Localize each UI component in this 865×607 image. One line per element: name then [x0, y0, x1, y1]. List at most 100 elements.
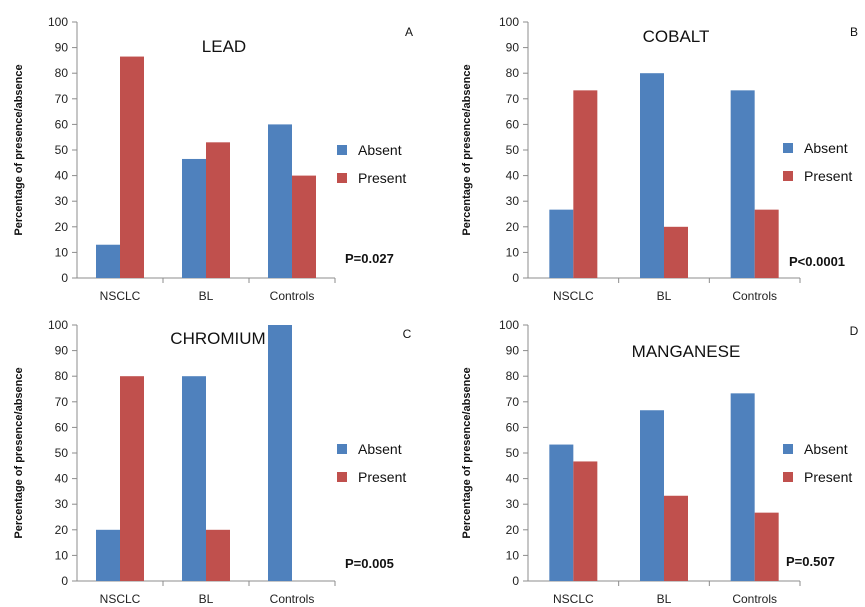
- y-tick-label: 60: [55, 117, 69, 131]
- y-tick-label: 70: [55, 395, 69, 409]
- bar-present: [754, 209, 779, 278]
- y-tick-label: 40: [55, 472, 69, 486]
- bar-present: [206, 529, 230, 581]
- p-value: P=0.005: [345, 556, 394, 571]
- chart-panel-d: 0 10 20 30 40 50 60 70 80 90 100 NSCLC BL Controls Per…: [461, 318, 859, 606]
- legend-label: Present: [358, 469, 406, 485]
- y-tick-label: 80: [55, 369, 69, 383]
- p-value: P=0.027: [345, 251, 394, 266]
- category-label: NSCLC: [100, 289, 141, 303]
- y-axis-label: Percentage of presence/absence: [461, 367, 473, 538]
- y-axis-label: Percentage of presence/absence: [13, 64, 25, 235]
- panel-letter: B: [850, 25, 858, 39]
- bar-present: [573, 90, 598, 279]
- bar-absent: [182, 376, 206, 581]
- bar-absent: [549, 444, 574, 581]
- chart-panel-b: 0 10 20 30 40 50 60 70 80 90 100 NSCLC BL Controls Per…: [461, 15, 858, 303]
- bar-present: [664, 495, 688, 581]
- y-tick-label: 40: [506, 472, 520, 486]
- y-tick-label: 90: [506, 344, 520, 358]
- y-axis-label: Percentage of presence/absence: [461, 64, 473, 235]
- legend-label: Present: [804, 168, 852, 184]
- y-tick-label: 30: [55, 194, 69, 208]
- y-tick-label: 40: [506, 169, 520, 183]
- y-tick-label: 50: [55, 143, 69, 157]
- bar-absent: [730, 393, 755, 581]
- category-label: Controls: [270, 592, 315, 606]
- legend: Absent Present: [337, 441, 406, 485]
- bar-absent: [730, 90, 755, 279]
- legend-swatch-present: [337, 173, 347, 183]
- bar-present: [664, 226, 688, 278]
- bar-absent: [640, 73, 664, 278]
- y-tick-label: 50: [506, 446, 520, 460]
- legend-label: Absent: [358, 441, 402, 457]
- y-tick-label: 20: [506, 220, 520, 234]
- legend-swatch-absent: [783, 143, 793, 153]
- y-tick-label: 40: [55, 169, 69, 183]
- bar-present: [206, 142, 230, 278]
- y-tick-label: 100: [499, 15, 519, 29]
- category-label: NSCLC: [100, 592, 141, 606]
- y-tick-label: 90: [55, 41, 69, 55]
- y-axis-label: Percentage of presence/absence: [13, 367, 25, 538]
- chart-title: LEAD: [202, 37, 246, 56]
- legend-swatch-absent: [783, 444, 793, 454]
- y-tick-label: 100: [48, 15, 68, 29]
- y-tick-label: 80: [55, 66, 69, 80]
- y-tick-label: 100: [499, 318, 519, 332]
- legend-label: Absent: [804, 441, 848, 457]
- bar-present: [292, 175, 316, 278]
- category-label: Controls: [270, 289, 315, 303]
- y-tick-label: 80: [506, 369, 520, 383]
- category-label: NSCLC: [553, 592, 594, 606]
- p-value: P<0.0001: [789, 254, 845, 269]
- y-tick-label: 10: [506, 245, 520, 259]
- legend-swatch-present: [337, 472, 347, 482]
- panel-letter: C: [403, 327, 412, 341]
- category-label: Controls: [732, 592, 777, 606]
- bar-absent: [640, 410, 664, 581]
- bar-absent: [268, 325, 292, 581]
- category-label: NSCLC: [553, 289, 594, 303]
- y-tick-label: 30: [506, 497, 520, 511]
- bar-present: [120, 376, 144, 581]
- y-tick-label: 60: [506, 117, 520, 131]
- legend-swatch-absent: [337, 145, 347, 155]
- y-tick-label: 90: [506, 41, 520, 55]
- chart-title: COBALT: [643, 27, 710, 46]
- bar-absent: [268, 124, 292, 279]
- y-tick-label: 70: [55, 92, 69, 106]
- legend-swatch-absent: [337, 444, 347, 454]
- y-tick-label: 60: [506, 420, 520, 434]
- legend: Absent Present: [783, 140, 852, 184]
- bar-absent: [96, 529, 120, 581]
- y-tick-label: 100: [48, 318, 68, 332]
- legend-label: Absent: [804, 140, 848, 156]
- y-tick-label: 0: [61, 574, 68, 588]
- bar-present: [573, 461, 598, 581]
- category-label: BL: [657, 289, 672, 303]
- y-tick-label: 70: [506, 92, 520, 106]
- y-tick-label: 20: [55, 523, 69, 537]
- y-tick-label: 0: [512, 574, 519, 588]
- y-tick-label: 0: [512, 271, 519, 285]
- panel-letter: A: [405, 25, 413, 39]
- legend-swatch-present: [783, 171, 793, 181]
- category-label: BL: [199, 592, 214, 606]
- y-tick-label: 50: [506, 143, 520, 157]
- bar-absent: [549, 209, 574, 278]
- chart-title: MANGANESE: [632, 342, 741, 361]
- y-tick-label: 20: [55, 220, 69, 234]
- y-tick-label: 10: [55, 245, 69, 259]
- category-label: BL: [657, 592, 672, 606]
- y-tick-label: 50: [55, 446, 69, 460]
- chart-panel-c: 0 10 20 30 40 50 60 70 80 90 100 NSCLC BL Controls Per…: [13, 318, 412, 606]
- y-tick-label: 70: [506, 395, 520, 409]
- y-tick-label: 30: [55, 497, 69, 511]
- panel-letter: D: [850, 324, 859, 338]
- y-tick-label: 80: [506, 66, 520, 80]
- y-tick-label: 90: [55, 344, 69, 358]
- legend-label: Present: [358, 170, 406, 186]
